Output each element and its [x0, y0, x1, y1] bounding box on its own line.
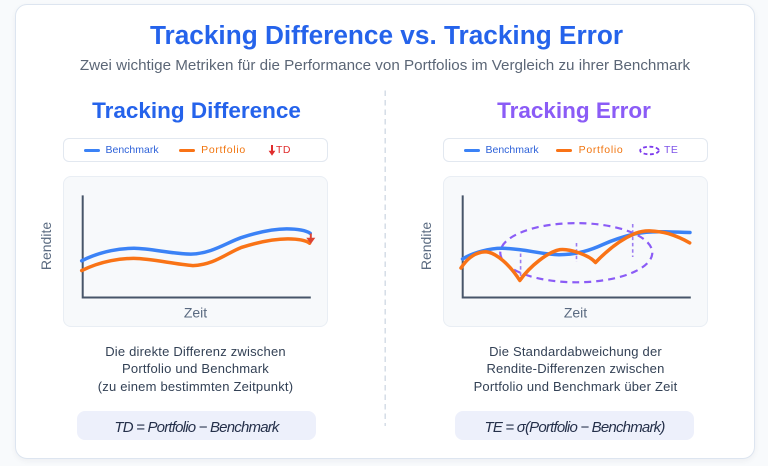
svg-text:Zeit: Zeit — [184, 304, 207, 320]
svg-text:Zeit: Zeit — [564, 304, 587, 320]
